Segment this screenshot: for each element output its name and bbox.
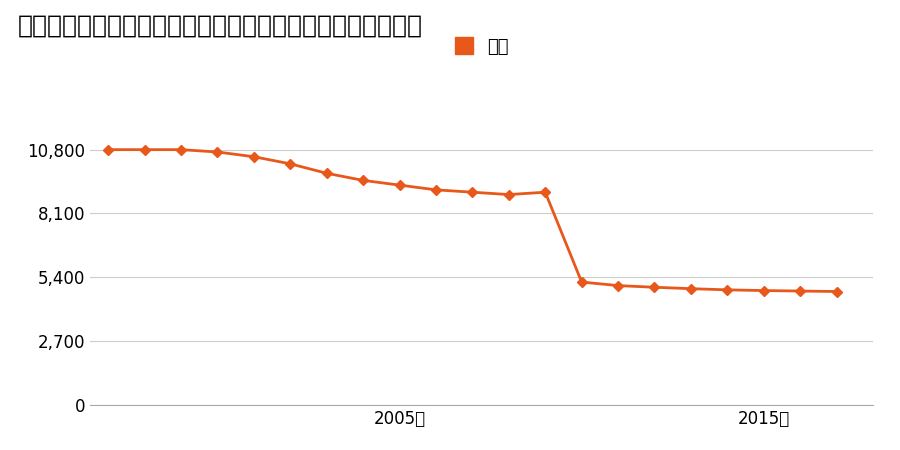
- Text: 福島県耶麻郡磐梯町大字更科字村北４４８４番１の地価推移: 福島県耶麻郡磐梯町大字更科字村北４４８４番１の地価推移: [18, 14, 423, 37]
- Legend: 価格: 価格: [454, 37, 508, 56]
